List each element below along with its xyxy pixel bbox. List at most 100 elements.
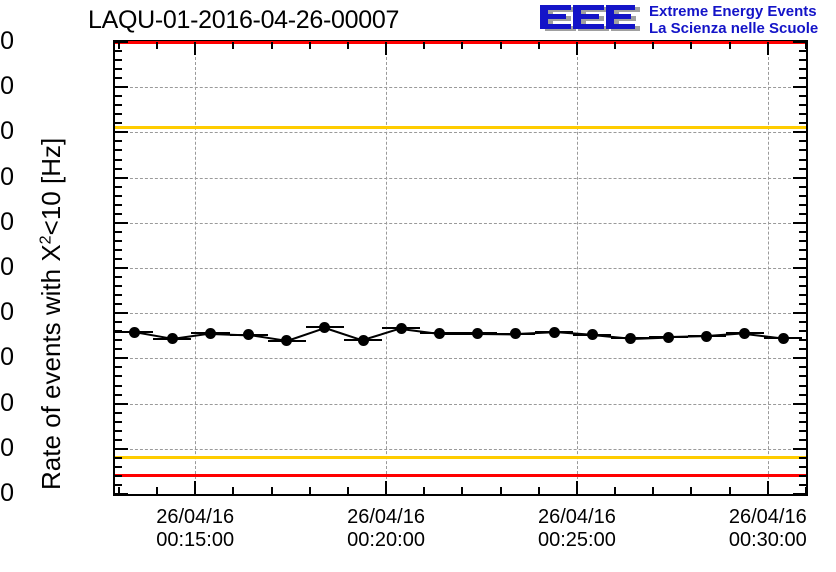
eee-tagline-line2: La Scienza nelle Scuole (649, 19, 819, 37)
x-tick-top-minor (232, 42, 235, 49)
x-tick-minor (308, 487, 311, 494)
y-axis-label-post: <10 [Hz] (36, 137, 66, 236)
y-tick-right-minor (799, 483, 806, 486)
y-tick-right-minor (799, 194, 806, 197)
y-tick-major (115, 176, 128, 179)
data-point[interactable] (739, 328, 751, 340)
y-tick-label: 10 (0, 433, 14, 462)
x-tick-minor (728, 487, 731, 494)
x-tick-label: 26/04/16 00:30:00 (693, 506, 836, 552)
data-point[interactable] (586, 329, 598, 341)
x-tick-top-minor (614, 42, 617, 49)
x-tick-minor (346, 487, 349, 494)
gridline-vertical (576, 42, 578, 494)
plot-frame (113, 40, 808, 496)
y-tick-right-major (793, 312, 806, 315)
data-point[interactable] (357, 334, 369, 346)
reference-line-lower-red-limit (115, 474, 806, 478)
reference-line-upper-red-limit (115, 40, 806, 44)
y-tick-right-minor (799, 276, 806, 279)
y-tick-right-minor (799, 149, 806, 152)
y-tick-right-minor (799, 203, 806, 206)
y-tick-right-minor (799, 348, 806, 351)
data-point[interactable] (777, 332, 789, 344)
y-tick-minor (115, 276, 122, 279)
y-tick-minor (115, 366, 122, 369)
data-point[interactable] (281, 335, 293, 347)
y-tick-minor (115, 375, 122, 378)
y-tick-major (115, 402, 128, 405)
data-point[interactable] (395, 323, 407, 335)
y-tick-label: 30 (0, 343, 14, 372)
y-tick-minor (115, 95, 122, 98)
y-tick-right-minor (799, 113, 806, 116)
y-axis-label: Rate of events with X2<10 [Hz] (36, 138, 67, 490)
data-point[interactable] (434, 328, 445, 340)
y-tick-minor (115, 77, 122, 80)
y-tick-right-major (793, 447, 806, 450)
y-tick-minor (115, 185, 122, 188)
data-point[interactable] (548, 326, 560, 338)
data-point[interactable] (701, 330, 713, 342)
y-tick-right-minor (799, 257, 806, 260)
data-point[interactable] (624, 333, 636, 344)
x-tick-label-date: 26/04/16 (156, 506, 235, 528)
y-tick-major (115, 221, 128, 224)
y-tick-right-minor (799, 59, 806, 62)
y-tick-right-minor (799, 375, 806, 378)
data-point[interactable] (128, 326, 140, 338)
x-tick-top-minor (537, 42, 540, 49)
x-tick-major (194, 481, 197, 494)
gridline-horizontal (115, 268, 806, 269)
eee-logo-text: Extreme Energy Events La Scienza nelle S… (649, 3, 819, 37)
y-tick-right-minor (799, 330, 806, 333)
y-tick-minor (115, 104, 122, 107)
data-point[interactable] (510, 328, 522, 340)
y-tick-right-minor (799, 50, 806, 53)
x-tick-label-time: 00:20:00 (347, 529, 425, 551)
x-tick-label-time: 00:15:00 (156, 529, 235, 551)
y-tick-major (115, 357, 128, 360)
y-tick-right-major (793, 221, 806, 224)
y-tick-minor (115, 149, 122, 152)
y-tick-minor (115, 339, 122, 342)
data-point[interactable] (663, 331, 675, 343)
y-tick-minor (115, 194, 122, 197)
data-point[interactable] (472, 328, 484, 340)
x-tick-top-minor (728, 42, 731, 49)
y-tick-right-minor (799, 411, 806, 414)
y-tick-right-minor (799, 393, 806, 396)
y-tick-minor (115, 167, 122, 170)
y-tick-right-major (793, 41, 806, 43)
y-tick-right-minor (799, 465, 806, 468)
y-tick-label: 100 (0, 27, 14, 55)
y-tick-minor (115, 212, 122, 215)
y-tick-right-minor (799, 294, 806, 297)
x-tick-minor (690, 487, 693, 494)
y-tick-right-minor (799, 438, 806, 441)
data-point[interactable] (204, 328, 216, 340)
x-tick-top-minor (346, 42, 349, 49)
y-tick-major (115, 312, 128, 315)
gridline-vertical (195, 42, 197, 494)
gridline-horizontal (115, 177, 806, 179)
eee-tagline-line1: Extreme Energy Events (649, 3, 817, 20)
x-tick-top-minor (499, 42, 502, 49)
y-tick-right-major (793, 357, 806, 360)
y-tick-right-minor (799, 185, 806, 188)
data-point[interactable] (166, 333, 178, 345)
x-tick-minor (614, 487, 617, 494)
data-point[interactable] (243, 329, 255, 341)
y-tick-right-major (793, 267, 806, 269)
x-tick-top-major (766, 42, 769, 55)
y-tick-minor (115, 158, 122, 161)
y-tick-minor (115, 294, 122, 297)
gridline-horizontal (115, 132, 806, 134)
y-tick-minor (115, 474, 122, 477)
y-tick-minor (115, 384, 122, 387)
data-point[interactable] (319, 322, 331, 334)
y-tick-label: 60 (0, 207, 14, 236)
y-tick-right-major (793, 176, 806, 179)
y-tick-minor (115, 456, 122, 459)
y-tick-minor (115, 50, 122, 53)
